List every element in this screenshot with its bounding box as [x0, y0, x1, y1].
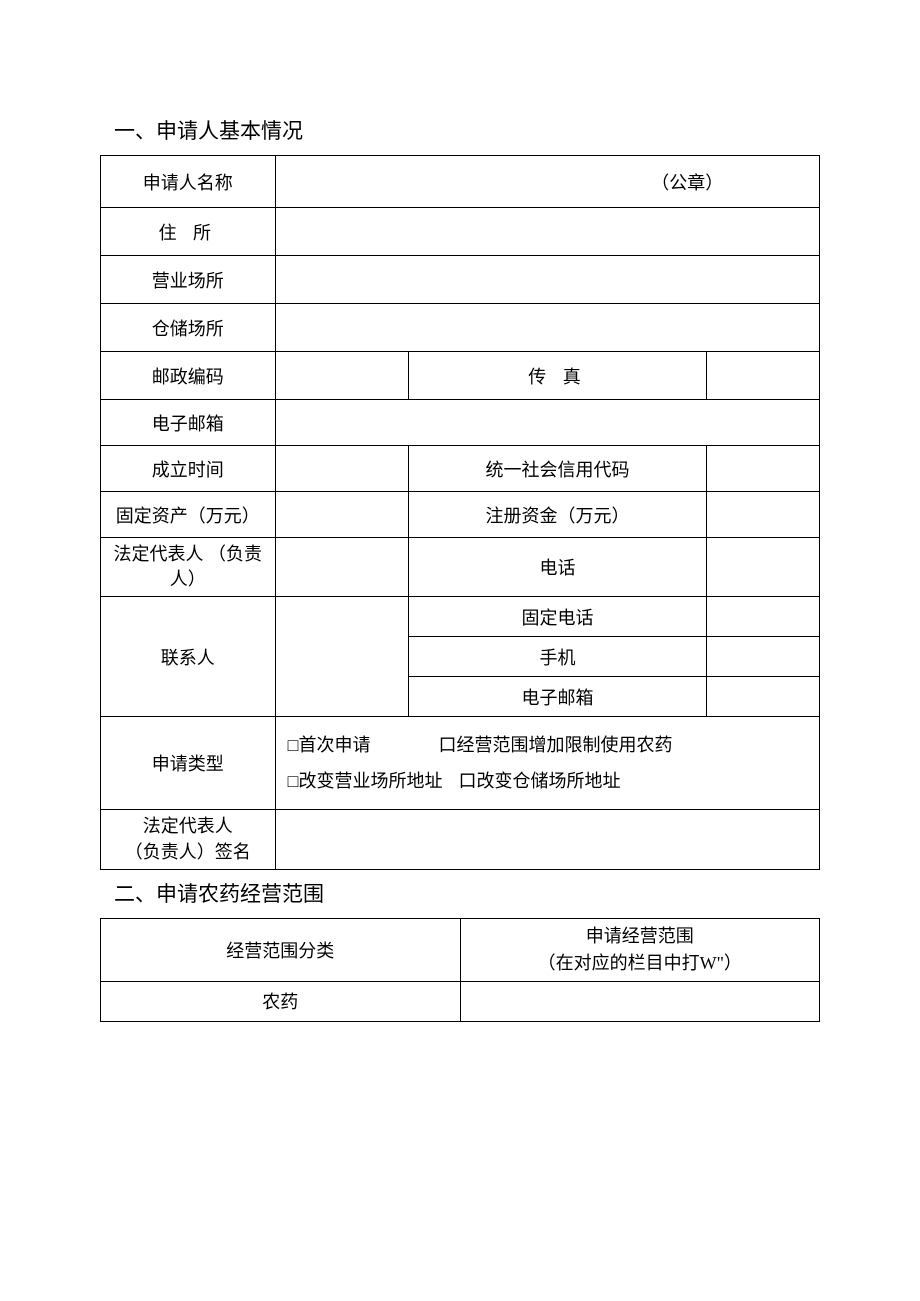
value-contact-mobile — [706, 637, 819, 677]
value-establish-date — [275, 446, 409, 492]
value-phone — [706, 538, 819, 597]
value-legal-rep-sign — [275, 810, 819, 869]
label-establish-date: 成立时间 — [101, 446, 276, 492]
value-credit-code — [706, 446, 819, 492]
value-registered-capital — [706, 492, 819, 538]
value-fax — [706, 352, 819, 400]
row-legal-rep-phone: 法定代表人 （负责 人） 电话 — [101, 538, 820, 597]
label-registered-capital: 注册资金（万元） — [409, 492, 707, 538]
scope-header-category: 经营范围分类 — [101, 918, 461, 981]
scope-apply-pesticide[interactable] — [460, 981, 820, 1021]
label-email: 电子邮箱 — [101, 400, 276, 446]
label-legal-rep-sign: 法定代表人 （负责人）签名 — [101, 810, 276, 869]
checkbox-change-storage-addr[interactable]: 口改变仓储场所地址 — [458, 763, 620, 799]
row-postal-fax: 邮政编码 传 真 — [101, 352, 820, 400]
row-email: 电子邮箱 — [101, 400, 820, 446]
row-storage-place: 仓储场所 — [101, 304, 820, 352]
label-postal-code: 邮政编码 — [101, 352, 276, 400]
label-contact-person: 联系人 — [101, 597, 276, 717]
section1-title: 一、申请人基本情况 — [100, 115, 820, 145]
value-contact-email — [706, 677, 819, 717]
checkbox-first-apply[interactable]: □首次申请 — [288, 727, 371, 763]
value-business-place — [275, 256, 819, 304]
label-contact-landline: 固定电话 — [409, 597, 707, 637]
label-address: 住 所 — [101, 208, 276, 256]
value-storage-place — [275, 304, 819, 352]
value-contact-landline — [706, 597, 819, 637]
row-application-type: 申请类型 □首次申请 口经营范围增加限制使用农药 □改变营业场所地址 口改变仓储… — [101, 717, 820, 810]
scope-row-pesticide: 农药 — [101, 981, 820, 1021]
value-contact-person — [275, 597, 409, 717]
section2-title: 二、申请农药经营范围 — [100, 878, 820, 908]
row-contact-landline: 联系人 固定电话 — [101, 597, 820, 637]
scope-header-apply: 申请经营范围 （在对应的栏目中打W"） — [460, 918, 820, 981]
label-contact-email: 电子邮箱 — [409, 677, 707, 717]
row-establish-credit: 成立时间 统一社会信用代码 — [101, 446, 820, 492]
label-business-place: 营业场所 — [101, 256, 276, 304]
label-applicant-name: 申请人名称 — [101, 156, 276, 208]
checkbox-change-business-addr[interactable]: □改变营业场所地址 — [288, 763, 443, 799]
row-applicant-name: 申请人名称 （公章） — [101, 156, 820, 208]
row-address: 住 所 — [101, 208, 820, 256]
value-email — [275, 400, 819, 446]
applicant-info-table: 申请人名称 （公章） 住 所 营业场所 仓储场所 邮政编码 传 真 电子邮箱 成… — [100, 155, 820, 870]
value-legal-rep — [275, 538, 409, 597]
label-fixed-assets: 固定资产（万元） — [101, 492, 276, 538]
label-credit-code: 统一社会信用代码 — [409, 446, 707, 492]
label-phone: 电话 — [409, 538, 707, 597]
label-legal-rep: 法定代表人 （负责 人） — [101, 538, 276, 597]
row-business-place: 营业场所 — [101, 256, 820, 304]
value-address — [275, 208, 819, 256]
value-application-type: □首次申请 口经营范围增加限制使用农药 □改变营业场所地址 口改变仓储场所地址 — [275, 717, 819, 810]
row-assets-capital: 固定资产（万元） 注册资金（万元） — [101, 492, 820, 538]
value-postal-code — [275, 352, 409, 400]
label-fax: 传 真 — [409, 352, 707, 400]
scope-category-pesticide: 农药 — [101, 981, 461, 1021]
label-contact-mobile: 手机 — [409, 637, 707, 677]
label-application-type: 申请类型 — [101, 717, 276, 810]
business-scope-table: 经营范围分类 申请经营范围 （在对应的栏目中打W"） 农药 — [100, 918, 820, 1022]
label-storage-place: 仓储场所 — [101, 304, 276, 352]
row-legal-rep-sign: 法定代表人 （负责人）签名 — [101, 810, 820, 869]
checkbox-scope-add[interactable]: 口经营范围增加限制使用农药 — [438, 727, 672, 763]
value-applicant-name: （公章） — [275, 156, 819, 208]
scope-header-row: 经营范围分类 申请经营范围 （在对应的栏目中打W"） — [101, 918, 820, 981]
value-fixed-assets — [275, 492, 409, 538]
